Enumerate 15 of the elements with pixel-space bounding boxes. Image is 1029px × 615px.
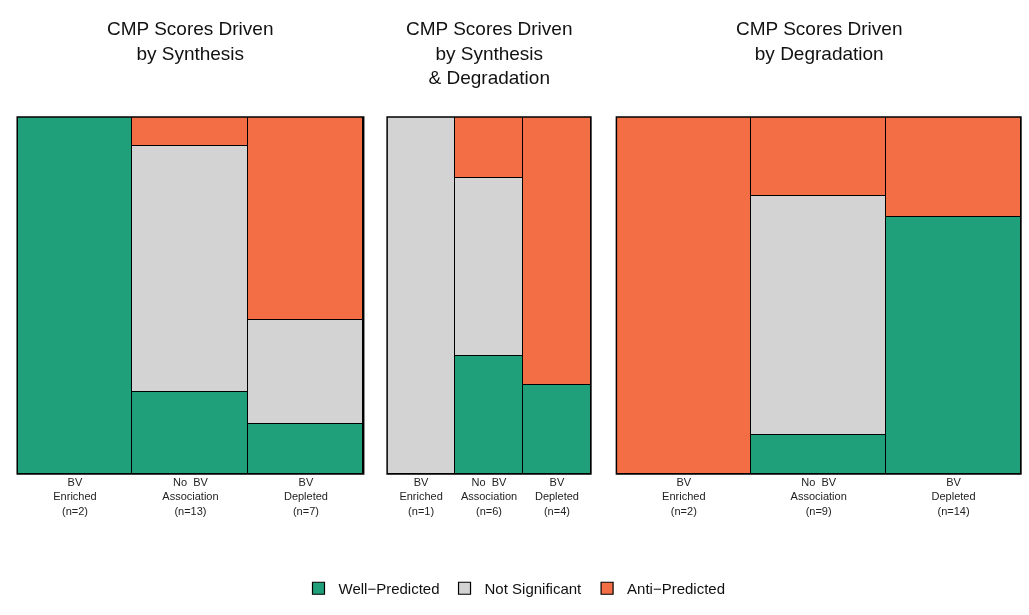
x-tick-label: BV Enriched (n=2): [662, 476, 706, 517]
x-tick-label: BV Depleted (n=14): [931, 476, 976, 517]
x-tick-label: No BV Association (n=13): [162, 476, 219, 517]
x-tick-label: No BV Association (n=9): [790, 476, 847, 517]
legend-label: Not Significant: [484, 580, 583, 598]
chart-title: CMP Scores Driven by Synthesis & Degradation: [406, 18, 573, 89]
x-tick-label: No BV Association (n=6): [460, 476, 518, 517]
legend-label: Anti−Predicted: [627, 580, 726, 598]
legend-label: Well−Predicted: [338, 580, 440, 598]
x-tick-label: BV Enriched (n=2): [53, 476, 97, 517]
x-tick-label: BV Depleted (n=4): [534, 476, 579, 517]
x-tick-label: BV Enriched (n=1): [399, 476, 443, 517]
chart-title: CMP Scores Driven by Degradation: [736, 18, 903, 64]
chart-title: CMP Scores Driven by Synthesis: [107, 18, 274, 64]
x-tick-label: BV Depleted (n=7): [283, 476, 328, 517]
